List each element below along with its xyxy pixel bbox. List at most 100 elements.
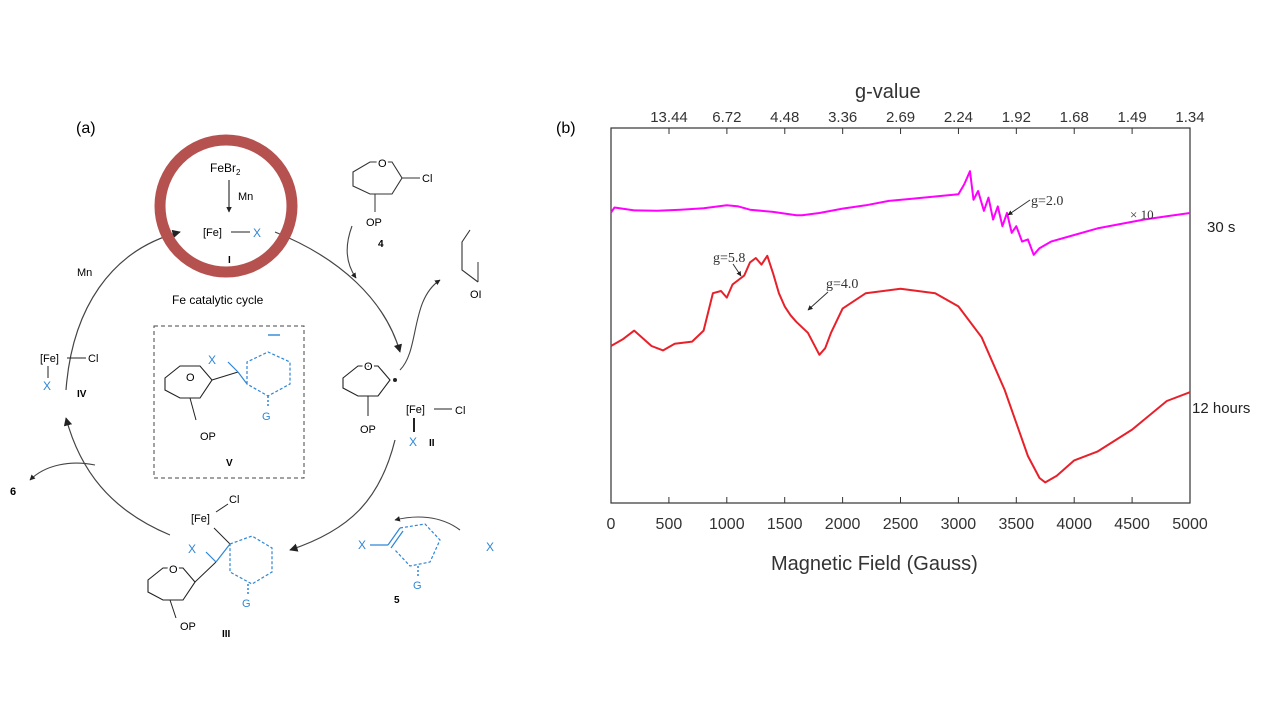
ii-tag: II bbox=[429, 438, 435, 449]
g-tick-label: 6.72 bbox=[712, 109, 741, 126]
g-tick-label: 2.24 bbox=[944, 109, 973, 126]
panel-a: (a) FeBr2 Mn [Fe] X I O O Cl OP 4 bbox=[10, 120, 494, 640]
x-tick-label: 3000 bbox=[941, 516, 977, 533]
arrow-substrate-in bbox=[346, 225, 357, 279]
svg-text:O: O bbox=[364, 361, 373, 373]
x-tick-label: 0 bbox=[607, 516, 616, 533]
series-line-30s bbox=[610, 170, 1191, 256]
arc-iii-to-iv bbox=[63, 417, 171, 536]
v-op: OP bbox=[200, 431, 216, 443]
iii-dashed-arene bbox=[229, 535, 273, 585]
arrow-byproduct-out bbox=[399, 279, 441, 371]
g-tick-label: 13.44 bbox=[650, 109, 688, 126]
bottom-axis-title: Magnetic Field (Gauss) bbox=[771, 553, 978, 575]
mn-init-label: Mn bbox=[238, 191, 253, 203]
ii-cl: Cl bbox=[455, 405, 465, 417]
g-tick-label: 4.48 bbox=[770, 109, 799, 126]
arc-ii-to-iii bbox=[289, 439, 396, 552]
substrate-4-cl: Cl bbox=[422, 173, 432, 185]
species-i-x: X bbox=[253, 226, 261, 240]
arrow-product-6 bbox=[29, 462, 96, 481]
reagent-5-ring bbox=[394, 523, 441, 567]
v-dashed-arene bbox=[246, 351, 291, 397]
ii-op: OP bbox=[360, 424, 376, 436]
annotation-x10: × 10 bbox=[1130, 207, 1154, 222]
byproduct-op-partial: OI bbox=[470, 289, 482, 301]
ii-x: X bbox=[409, 435, 417, 449]
series-layer bbox=[610, 170, 1191, 484]
arc-i-to-ii bbox=[274, 231, 402, 353]
plot-frame bbox=[610, 127, 1191, 504]
iii-ring bbox=[147, 567, 196, 601]
iv-fe: [Fe] bbox=[40, 353, 59, 365]
g-tick-label: 2.69 bbox=[886, 109, 915, 126]
reagent-x-partial: X bbox=[486, 540, 494, 554]
v-tag: V bbox=[226, 458, 233, 469]
x-tick-label: 4000 bbox=[1056, 516, 1092, 533]
iv-x: X bbox=[43, 379, 51, 393]
svg-text:O: O bbox=[378, 158, 387, 170]
byproduct-ring-partial bbox=[461, 229, 479, 283]
reagent-5-tag: 5 bbox=[394, 595, 400, 606]
series-line-12h bbox=[610, 254, 1191, 484]
g-tick-label: 1.49 bbox=[1118, 109, 1147, 126]
svg-text:O: O bbox=[169, 564, 178, 576]
ii-fe: [Fe] bbox=[406, 404, 425, 416]
x-tick-label: 1500 bbox=[767, 516, 803, 533]
trace-label-30s: 30 s bbox=[1207, 219, 1235, 236]
panel-a-label: (a) bbox=[76, 120, 96, 137]
radical-ii-ring bbox=[342, 365, 391, 397]
substrate-4-op: OP bbox=[366, 217, 382, 229]
v-x: X bbox=[208, 353, 216, 367]
iii-op: OP bbox=[180, 621, 196, 633]
mn-cycle-label: Mn bbox=[77, 267, 92, 279]
trace-label-12h: 12 hours bbox=[1192, 400, 1250, 417]
species-i-tag: I bbox=[228, 255, 231, 266]
radical-dot bbox=[393, 378, 397, 382]
iv-cl: Cl bbox=[88, 353, 98, 365]
annotation-g20: g=2.0 bbox=[1031, 194, 1063, 209]
intermediate-v-box bbox=[153, 325, 305, 479]
g-tick-label: 1.92 bbox=[1002, 109, 1031, 126]
annotation-g58: g=5.8 bbox=[713, 251, 745, 266]
arc-iv-to-i bbox=[65, 229, 181, 391]
x-tick-label: 3500 bbox=[999, 516, 1035, 533]
substrate-4-ring bbox=[352, 161, 403, 195]
x-tick-label: 1000 bbox=[709, 516, 745, 533]
g-tick-label: 1.34 bbox=[1175, 109, 1204, 126]
g-tick-label: 1.68 bbox=[1060, 109, 1089, 126]
annotation-g40: g=4.0 bbox=[826, 277, 858, 292]
iii-fe: [Fe] bbox=[191, 513, 210, 525]
arrow-reagent-5-in bbox=[394, 516, 461, 531]
iii-tag: III bbox=[222, 629, 231, 640]
product-6-label: 6 bbox=[10, 486, 16, 498]
x-tick-label: 4500 bbox=[1114, 516, 1150, 533]
g-axis-ticks: 13.44 6.72 4.48 3.36 2.69 2.24 1.92 1.68 1.49 1.3… bbox=[650, 109, 1205, 134]
reagent-5-g: G bbox=[413, 580, 422, 592]
highlight-circle bbox=[154, 134, 298, 278]
svg-text:O: O bbox=[364, 361, 373, 373]
panel-b: (b) g-value Magnetic Field (Gauss) 0 500 1… bbox=[556, 81, 1250, 575]
reagent-5-x: X bbox=[358, 538, 366, 552]
svg-text:O: O bbox=[186, 372, 195, 384]
intermediate-v-ring bbox=[164, 365, 213, 399]
panel-b-label: (b) bbox=[556, 120, 576, 137]
x-tick-label: 2000 bbox=[825, 516, 861, 533]
species-i-fe: [Fe] bbox=[203, 227, 222, 239]
iv-tag: IV bbox=[77, 389, 87, 400]
substrate-4-o: O bbox=[378, 158, 387, 170]
cycle-title: Fe catalytic cycle bbox=[172, 293, 264, 307]
x-tick-label: 5000 bbox=[1172, 516, 1208, 533]
x-tick-label: 500 bbox=[656, 516, 683, 533]
svg-text:O: O bbox=[169, 564, 178, 576]
iii-g: G bbox=[242, 598, 251, 610]
svg-text:O: O bbox=[186, 372, 195, 384]
febr2-label: FeBr2 bbox=[210, 161, 241, 177]
substrate-4-tag: 4 bbox=[378, 239, 384, 250]
v-g: G bbox=[262, 411, 271, 423]
iii-cl: Cl bbox=[229, 494, 239, 506]
x-tick-label: 2500 bbox=[883, 516, 919, 533]
x-axis-ticks: 0 500 1000 1500 2000 2500 3000 3500 4000 4500 5000 bbox=[607, 497, 1208, 533]
top-axis-title: g-value bbox=[855, 81, 921, 103]
